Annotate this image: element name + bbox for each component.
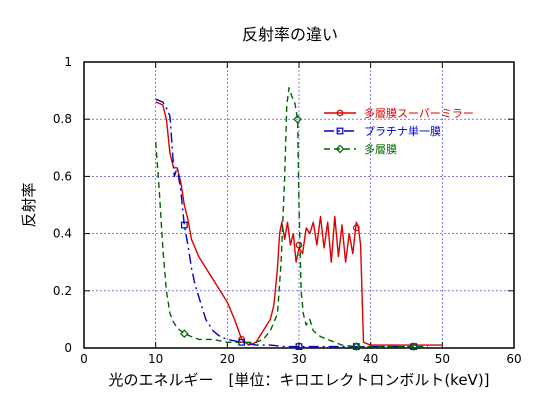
series-line (155, 87, 428, 348)
legend-label: 多層膜 (364, 142, 397, 156)
series-marker (179, 329, 189, 339)
y-tick-label: 0 (64, 341, 72, 355)
legend-marker (335, 144, 345, 154)
series-marker (409, 342, 419, 351)
series-marker (180, 221, 188, 229)
x-tick-label: 20 (220, 352, 235, 366)
legend-marker (336, 109, 344, 117)
series-marker (352, 224, 360, 232)
x-tick-label: 0 (80, 352, 88, 366)
legend-marker (336, 127, 344, 135)
legend-item: 多層膜 (324, 142, 397, 156)
series-line (155, 101, 443, 346)
chart-title: 反射率の違い (242, 25, 338, 44)
x-tick-label: 40 (363, 352, 378, 366)
x-tick-label: 60 (506, 352, 521, 366)
x-tick-label: 10 (148, 352, 163, 366)
y-axis-title: 反射率 (20, 182, 38, 227)
series-3 (155, 87, 428, 351)
legend-item: 多層膜スーパーミラー (324, 106, 474, 120)
series-marker (351, 342, 361, 351)
series-marker (295, 241, 303, 249)
x-tick-label: 50 (435, 352, 450, 366)
y-tick-label: 0.2 (53, 284, 72, 298)
axis-ticks: 0 10 20 30 40 50 60 0 0.2 0.4 0.6 0.8 1 (53, 55, 522, 366)
y-tick-label: 0.4 (53, 227, 72, 241)
series-marker (295, 343, 303, 350)
legend-label: 多層膜スーパーミラー (364, 106, 474, 120)
series-lines (155, 87, 443, 351)
series-marker (293, 114, 302, 124)
legend-label: プラチナ単一膜 (364, 124, 441, 138)
x-axis-title: 光のエネルギー [単位：キロエレクトロンボルト(keV)] (108, 371, 489, 389)
y-tick-label: 1 (64, 55, 72, 69)
y-tick-label: 0.8 (53, 112, 72, 126)
y-tick-label: 0.6 (53, 169, 72, 183)
legend-item: プラチナ単一膜 (324, 124, 441, 138)
x-tick-label: 30 (291, 352, 306, 366)
